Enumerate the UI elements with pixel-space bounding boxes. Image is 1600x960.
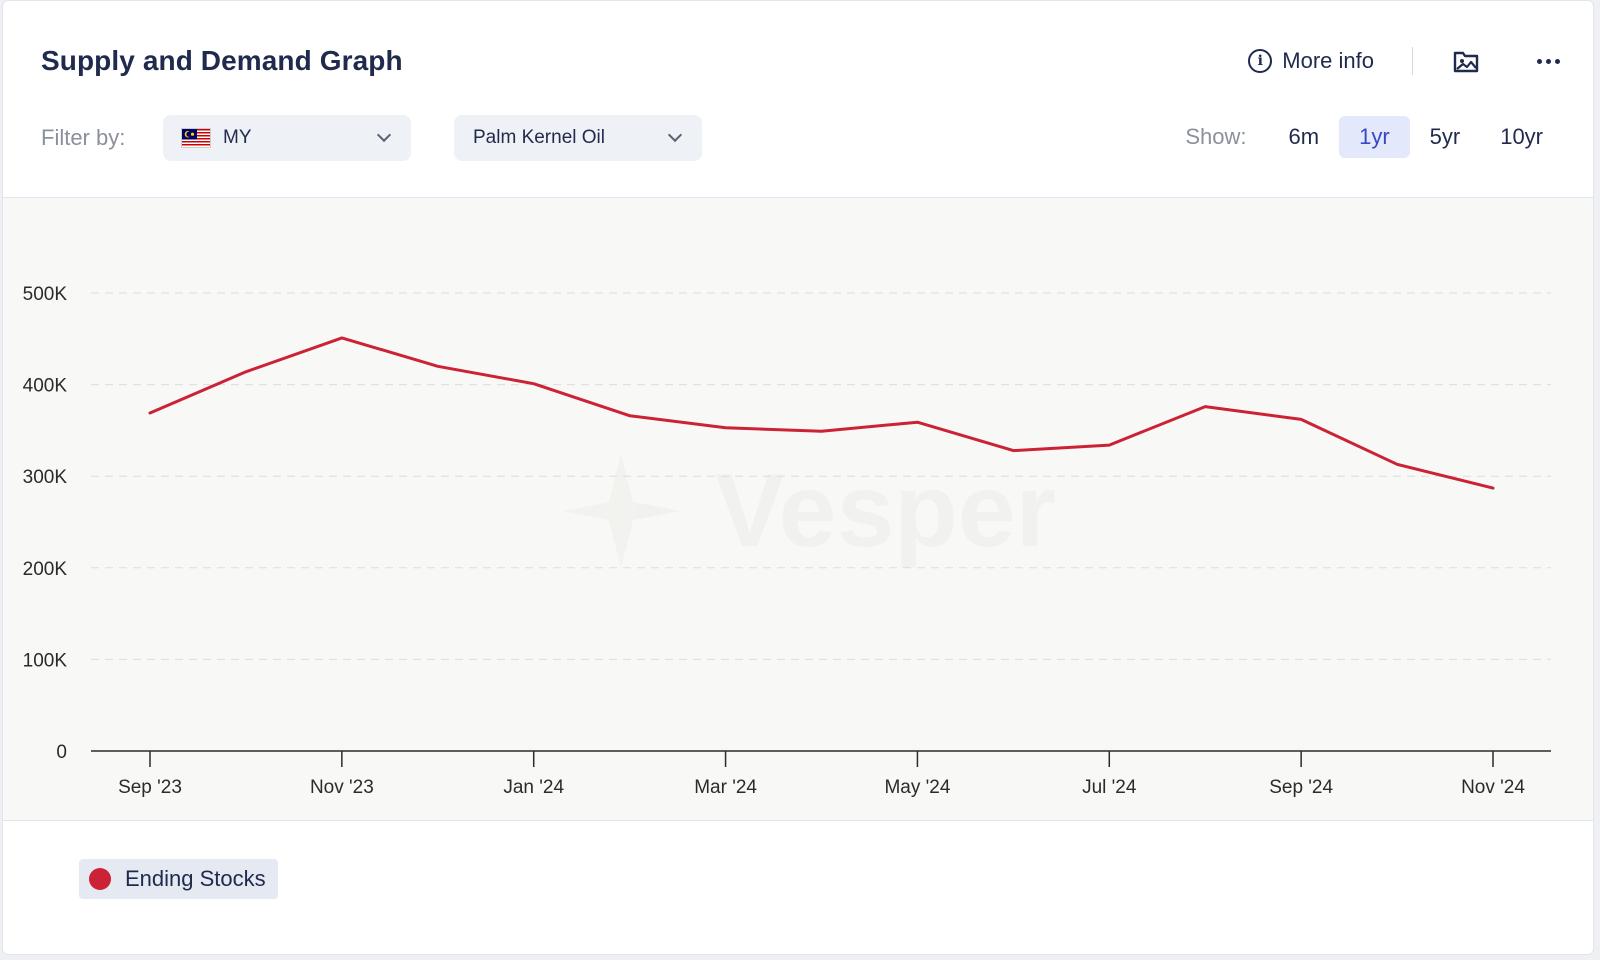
y-tick-label: 0 (56, 742, 67, 763)
legend-item-ending-stocks[interactable]: Ending Stocks (79, 859, 278, 899)
range-5yr-button[interactable]: 5yr (1429, 124, 1461, 149)
country-value: MY (223, 127, 252, 148)
watermark: Vesper (563, 453, 1056, 569)
line-chart: Vesper 0 100K 200K 300K 400K 500K Sep '23 Nov … (23, 284, 1551, 798)
range-6m-button[interactable]: 6m (1288, 124, 1320, 149)
range-1yr-button[interactable]: 1yr (1339, 116, 1410, 158)
product-select[interactable]: Palm Kernel Oil (454, 115, 702, 161)
y-tick-label: 500K (23, 284, 68, 305)
y-tick-label: 100K (23, 650, 68, 671)
y-tick-label: 200K (23, 559, 68, 580)
more-options-icon[interactable] (1533, 46, 1563, 76)
image-icon (1453, 51, 1479, 73)
x-tick-label: Nov '24 (1461, 777, 1525, 798)
y-tick-label: 300K (23, 467, 68, 488)
range-10yr-button[interactable]: 10yr (1500, 124, 1543, 149)
x-tick-label: Jan '24 (503, 777, 564, 798)
malaysia-flag-icon (181, 128, 211, 148)
show-label: Show: (1185, 124, 1247, 149)
download-image-button[interactable] (1451, 46, 1481, 76)
chevron-down-icon (376, 127, 392, 143)
series-line-ending-stocks (148, 336, 1495, 490)
info-icon: i (1248, 49, 1273, 73)
more-info-button[interactable]: i More info (1248, 48, 1374, 74)
y-tick-label: 400K (23, 376, 68, 397)
chart-area: Vesper 0 100K 200K 300K 400K 500K Sep '23 Nov … (3, 197, 1593, 821)
x-tick-label: Mar '24 (694, 777, 757, 798)
x-tick-label: Sep '23 (118, 777, 182, 798)
x-tick-label: May '24 (884, 777, 950, 798)
more-info-label: More info (1282, 48, 1374, 73)
country-select[interactable]: MY (163, 115, 411, 161)
product-value: Palm Kernel Oil (473, 127, 605, 148)
divider (1412, 47, 1413, 75)
chevron-down-icon (667, 127, 683, 143)
legend-label: Ending Stocks (125, 866, 266, 891)
x-tick-label: Sep '24 (1269, 777, 1333, 798)
legend-swatch (89, 868, 111, 890)
x-tick-label: Jul '24 (1082, 777, 1137, 798)
header-actions: i More info (1248, 41, 1563, 81)
page-title: Supply and Demand Graph (41, 45, 403, 76)
watermark-text: Vesper (715, 453, 1056, 569)
filter-label: Filter by: (41, 125, 126, 150)
range-selector: Show: 6m 1yr 5yr 10yr (1185, 115, 1563, 159)
x-tick-label: Nov '23 (310, 777, 374, 798)
